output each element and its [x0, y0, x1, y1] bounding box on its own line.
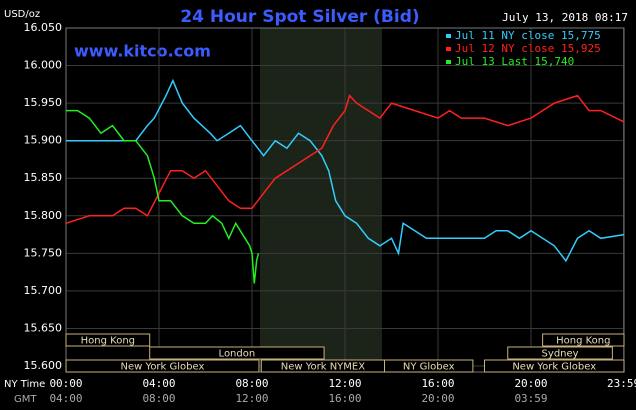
gmt-tick-label: 12:00 [235, 392, 268, 405]
y-tick-label: 15.800 [24, 209, 63, 222]
session-box [384, 359, 474, 373]
y-tick-label: 15.700 [24, 284, 63, 297]
gmt-tick-label: 08:00 [142, 392, 175, 405]
gmt-tick-label: 16:00 [328, 392, 361, 405]
session-box [65, 333, 151, 347]
y-tick-label: 15.750 [24, 246, 63, 259]
gmt-tick-label: 20:00 [421, 392, 454, 405]
y-tick-label: 16.000 [24, 59, 63, 72]
series-line [65, 94, 625, 225]
chart-title: 24 Hour Spot Silver (Bid) [180, 7, 419, 27]
y-tick-label: 15.850 [24, 171, 63, 184]
y-tick-label: 15.900 [24, 134, 63, 147]
x-tick-label: 23:59 [607, 377, 636, 390]
gmt-tick-label: 03:59 [514, 392, 547, 405]
shaded-region [260, 28, 382, 372]
legend-swatch [446, 60, 451, 64]
x-tick-label: 12:00 [328, 377, 361, 390]
series-line [66, 109, 260, 284]
x-tick-label: 08:00 [235, 377, 268, 390]
legend-label: Jul 13 Last 15,740 [455, 55, 574, 68]
x-row-label: GMT [14, 394, 37, 405]
legend-label: Jul 11 NY close 15,775 [455, 29, 601, 42]
session-label: New York Globex [512, 362, 596, 373]
session-box [149, 346, 325, 360]
x-tick-label: 16:00 [421, 377, 454, 390]
session-label: New York NYMEX [281, 362, 366, 373]
y-tick-label: 15.600 [24, 359, 63, 372]
session-label: New York Globex [121, 362, 205, 373]
session-box [542, 333, 625, 347]
session-label: Sydney [542, 349, 579, 360]
series-line [66, 78, 625, 263]
source: www.kitco.com [74, 42, 211, 61]
legend-swatch [446, 34, 451, 38]
x-row-label: NY Time [4, 379, 45, 390]
session-box [484, 359, 625, 373]
gmt-tick-label: 04:00 [49, 392, 82, 405]
x-tick-label: 00:00 [49, 377, 82, 390]
legend-label: Jul 12 NY close 15,925 [455, 42, 601, 55]
session-box [507, 346, 613, 360]
timestamp: July 13, 2018 08:17 [502, 11, 628, 24]
session-label: Hong Kong [81, 336, 135, 347]
legend-swatch [446, 47, 451, 51]
session-label: Hong Kong [556, 336, 610, 347]
session-box [65, 359, 260, 373]
x-tick-label: 20:00 [514, 377, 547, 390]
session-label: London [219, 349, 256, 360]
y-axis-label: USD/oz [4, 9, 40, 20]
y-tick-label: 16.050 [24, 21, 63, 34]
session-label: NY Globex [403, 362, 455, 373]
y-tick-label: 15.650 [24, 321, 63, 334]
x-tick-label: 04:00 [142, 377, 175, 390]
y-tick-label: 15.950 [24, 96, 63, 109]
